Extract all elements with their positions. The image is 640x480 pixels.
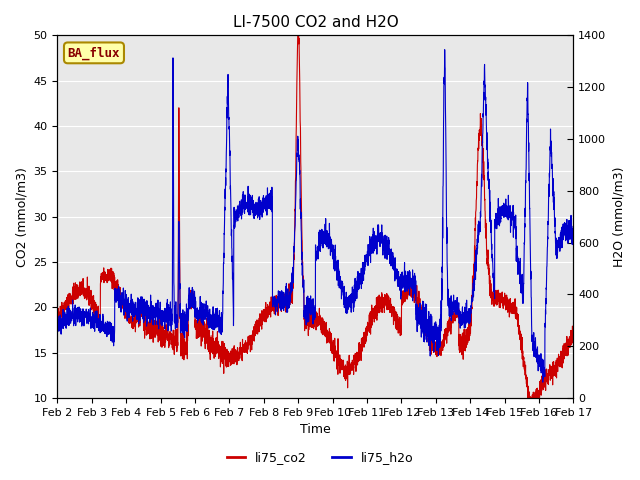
li75_h2o bbox=[198, 308, 205, 314]
li75_co2 bbox=[375, 298, 383, 303]
li75_co2 bbox=[524, 395, 532, 401]
li75_co2 bbox=[54, 311, 61, 317]
li75_co2 bbox=[365, 317, 373, 323]
li75_h2o bbox=[374, 222, 382, 228]
li75_co2 bbox=[164, 337, 172, 343]
Text: BA_flux: BA_flux bbox=[68, 46, 120, 60]
li75_co2 bbox=[198, 324, 205, 329]
li75_h2o bbox=[521, 239, 529, 244]
li75_co2 bbox=[521, 359, 529, 365]
li75_h2o bbox=[539, 379, 547, 385]
Title: LI-7500 CO2 and H2O: LI-7500 CO2 and H2O bbox=[232, 15, 398, 30]
li75_co2 bbox=[570, 333, 577, 338]
li75_h2o bbox=[441, 47, 449, 53]
Line: li75_co2: li75_co2 bbox=[58, 36, 573, 398]
li75_h2o bbox=[54, 326, 61, 332]
li75_h2o bbox=[570, 228, 577, 234]
li75_co2 bbox=[294, 33, 301, 38]
li75_co2 bbox=[570, 330, 577, 336]
Y-axis label: H2O (mmol/m3): H2O (mmol/m3) bbox=[612, 167, 625, 267]
Legend: li75_co2, li75_h2o: li75_co2, li75_h2o bbox=[221, 446, 419, 469]
Y-axis label: CO2 (mmol/m3): CO2 (mmol/m3) bbox=[15, 167, 28, 266]
X-axis label: Time: Time bbox=[300, 423, 331, 436]
li75_h2o bbox=[365, 249, 373, 255]
Line: li75_h2o: li75_h2o bbox=[58, 50, 573, 382]
li75_h2o bbox=[164, 328, 172, 334]
li75_h2o bbox=[570, 225, 577, 230]
